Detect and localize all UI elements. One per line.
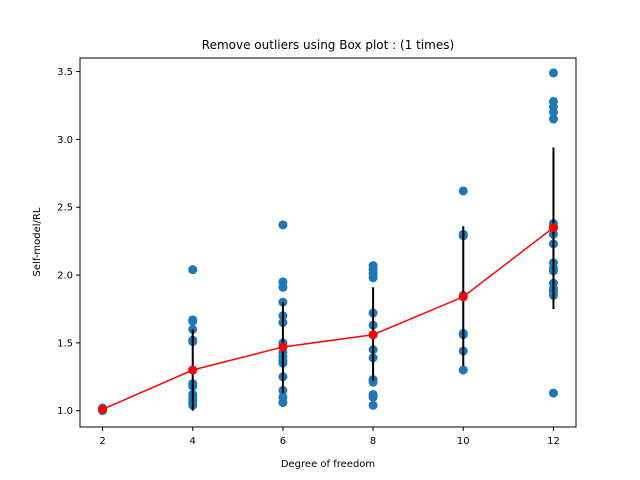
scatter-point	[368, 389, 378, 399]
y-axis-label: Self-model/RL	[32, 207, 43, 276]
mean-point	[98, 404, 108, 414]
x-tick-label: 10	[457, 436, 470, 447]
y-tick-label: 1.5	[57, 338, 73, 349]
mean-line	[102, 226, 554, 411]
mean-point	[368, 330, 378, 340]
scatter-point	[188, 265, 198, 275]
scatter-point	[548, 114, 558, 124]
scatter-point	[548, 388, 558, 398]
y-tick-label: 3.5	[57, 67, 73, 78]
y-tick-label: 2.0	[57, 271, 73, 282]
axes-frame	[79, 57, 577, 428]
y-tick-label: 2.5	[57, 203, 73, 214]
x-tick-label: 6	[280, 436, 286, 447]
scatter-point	[458, 186, 468, 196]
mean-point	[278, 342, 288, 352]
chart-title: Remove outliers using Box plot : (1 time…	[202, 38, 454, 52]
x-axis-label: Degree of freedom	[281, 459, 375, 470]
mean-point	[188, 365, 198, 375]
y-axis: 1.0 1.5 2.0 2.5 3.0 3.5	[57, 67, 80, 417]
scatter-point	[278, 392, 288, 402]
y-tick-label: 1.0	[57, 406, 73, 417]
x-tick-label: 2	[99, 436, 105, 447]
scatter-point	[548, 68, 558, 78]
scatter-point	[278, 220, 288, 230]
plot-area	[98, 68, 558, 416]
mean-point	[548, 223, 558, 233]
y-tick-label: 3.0	[57, 135, 73, 146]
scatter-point	[278, 277, 288, 287]
x-tick-label: 12	[547, 436, 560, 447]
x-axis: 2 4 6 8 10 12	[99, 427, 560, 447]
scatter-point	[368, 400, 378, 410]
scatter-point	[548, 96, 558, 106]
x-tick-label: 8	[370, 436, 376, 447]
scatter-point	[368, 261, 378, 271]
mean-point	[458, 292, 468, 302]
scatter-point	[458, 365, 468, 375]
x-tick-label: 4	[190, 436, 196, 447]
scatter-point	[188, 315, 198, 325]
